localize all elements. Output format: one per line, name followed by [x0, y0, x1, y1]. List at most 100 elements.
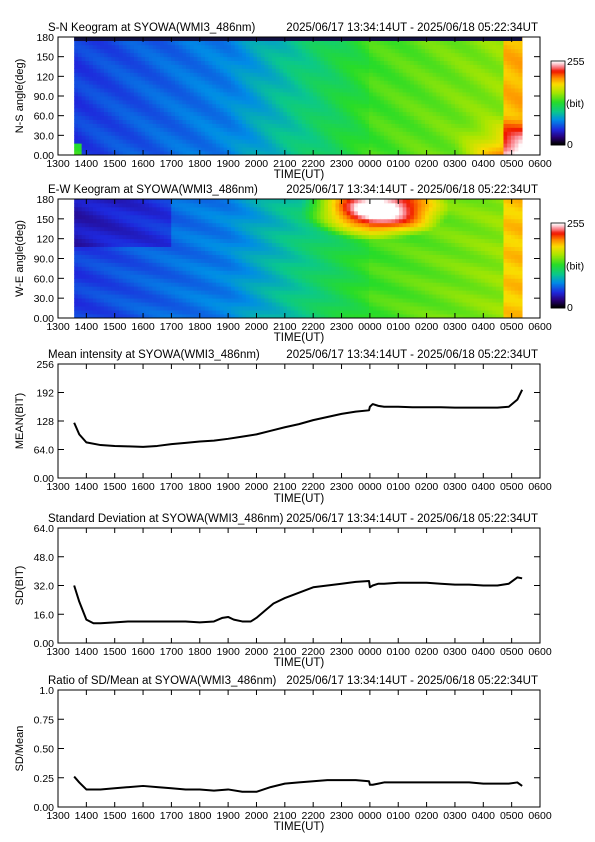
heatmap-cell	[204, 56, 209, 61]
heatmap-cell	[111, 151, 116, 156]
heatmap-cell	[156, 298, 161, 303]
heatmap-cell	[369, 96, 374, 101]
heatmap-cell	[227, 135, 232, 140]
heatmap-cell	[339, 72, 344, 77]
heatmap-cell	[223, 290, 228, 295]
colorbar-cell	[551, 127, 565, 130]
heatmap-cell	[305, 52, 310, 58]
heatmap-cell	[152, 210, 157, 216]
heatmap-cell	[421, 119, 426, 124]
heatmap-cell	[275, 48, 280, 54]
heatmap-cell	[305, 111, 310, 117]
heatmap-cell	[503, 72, 508, 77]
heatmap-cell	[189, 302, 195, 307]
heatmap-cell	[115, 270, 120, 275]
heatmap-cell	[74, 107, 79, 113]
heatmap-cell	[223, 56, 228, 61]
heatmap-cell	[361, 40, 366, 46]
heatmap-cell	[350, 92, 355, 97]
heatmap-cell	[141, 210, 146, 216]
heatmap-cell	[466, 40, 471, 46]
heatmap-cell	[85, 238, 90, 244]
heatmap-cell	[238, 72, 243, 77]
heatmap-cell	[201, 44, 206, 50]
colorbar-cell	[551, 87, 565, 89]
heatmap-cell	[115, 282, 120, 287]
heatmap-cell	[398, 103, 404, 109]
heatmap-cell	[365, 44, 370, 50]
heatmap-cell	[115, 135, 120, 140]
heatmap-cell	[339, 52, 344, 58]
heatmap-cell	[133, 199, 139, 204]
heatmap-cell	[148, 96, 153, 101]
heatmap-cell	[496, 143, 501, 148]
heatmap-cell	[395, 111, 400, 117]
heatmap-cell	[499, 40, 504, 46]
heatmap-cell	[454, 135, 460, 140]
heatmap-cell	[89, 56, 94, 61]
heatmap-cell	[145, 262, 150, 267]
heatmap-cell	[122, 310, 127, 315]
heatmap-cell	[171, 88, 176, 93]
heatmap-cell	[361, 111, 366, 117]
heatmap-cell	[365, 147, 370, 152]
heatmap-cell	[130, 226, 135, 232]
heatmap-cell	[223, 40, 228, 46]
heatmap-cell	[111, 206, 116, 212]
heatmap-cell	[133, 258, 139, 263]
heatmap-cell	[163, 139, 168, 144]
heatmap-cell	[260, 131, 265, 136]
heatmap-cell	[384, 68, 389, 73]
heatmap-cell	[357, 40, 363, 46]
heatmap-cell	[510, 56, 516, 61]
heatmap-cell	[81, 274, 86, 279]
heatmap-cell	[234, 119, 239, 124]
heatmap-cell	[85, 250, 90, 255]
heatmap-cell	[130, 218, 135, 224]
heatmap-cell	[152, 222, 157, 228]
heatmap-cell	[514, 127, 519, 132]
heatmap-cell	[350, 88, 355, 93]
heatmap-cell	[216, 56, 221, 61]
heatmap-cell	[421, 151, 426, 156]
heatmap-cell	[201, 107, 206, 113]
heatmap-cell	[305, 123, 310, 128]
heatmap-cell	[488, 151, 493, 156]
heatmap-cell	[305, 84, 310, 89]
heatmap-cell	[89, 246, 94, 251]
heatmap-cell	[107, 72, 112, 77]
heatmap-cell	[477, 68, 482, 73]
heatmap-cell	[451, 103, 456, 109]
heatmap-cell	[118, 262, 124, 267]
heatmap-cell	[156, 99, 161, 105]
heatmap-cell	[81, 143, 86, 148]
heatmap-cell	[204, 234, 209, 240]
heatmap-cell	[499, 80, 504, 85]
heatmap-cell	[484, 111, 489, 117]
heatmap-cell	[219, 238, 224, 244]
heatmap-cell	[458, 80, 463, 85]
heatmap-cell	[145, 76, 150, 81]
heatmap-cell	[313, 103, 318, 109]
heatmap-cell	[249, 131, 254, 136]
heatmap-cell	[324, 96, 329, 101]
heatmap-cell	[148, 92, 153, 97]
heatmap-cell	[369, 88, 374, 93]
heatmap-cell	[406, 103, 411, 109]
heatmap-cell	[204, 258, 209, 263]
heatmap-cell	[212, 278, 217, 283]
heatmap-cell	[305, 92, 310, 97]
heatmap-cell	[197, 127, 202, 132]
heatmap-cell	[253, 119, 258, 124]
heatmap-cell	[227, 80, 232, 85]
heatmap-cell	[469, 127, 474, 132]
heatmap-cell	[148, 282, 153, 287]
heatmap-cell	[89, 222, 94, 228]
heatmap-cell	[223, 68, 228, 73]
heatmap-cell	[193, 258, 198, 263]
heatmap-cell	[130, 111, 135, 117]
colorbar-cell	[551, 120, 565, 122]
heatmap-cell	[107, 278, 112, 283]
heatmap-cell	[320, 115, 325, 120]
heatmap-cell	[193, 127, 198, 132]
